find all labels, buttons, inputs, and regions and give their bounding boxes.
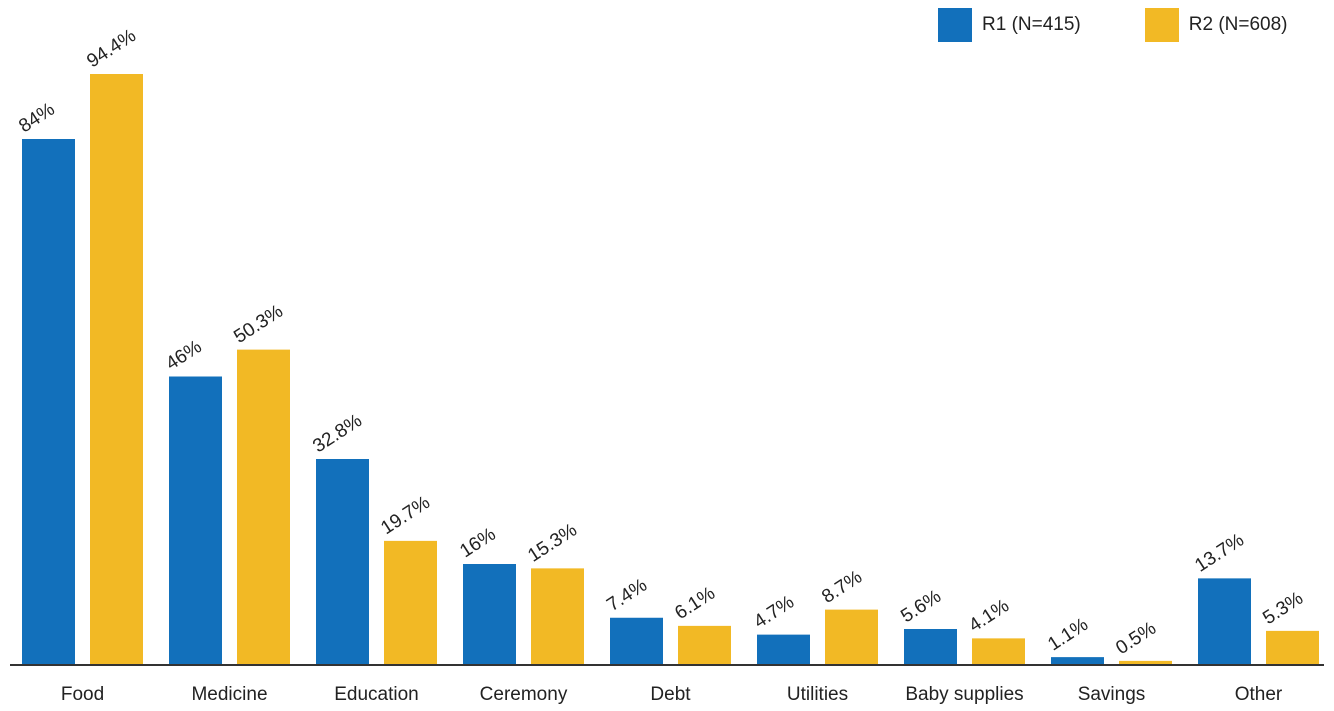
- bar-education-r1: [316, 459, 369, 664]
- data-label-food-r1: 84%: [15, 99, 58, 137]
- data-label-medicine-r1: 46%: [162, 336, 205, 374]
- data-label-savings-r1: 1.1%: [1044, 614, 1092, 655]
- bar-debt-r1: [610, 617, 663, 664]
- bar-other-r2: [1266, 630, 1319, 664]
- category-label-medicine: Medicine: [191, 684, 267, 705]
- data-label-medicine-r2: 50.3%: [230, 301, 287, 348]
- legend: R1 (N=415) R2 (N=608): [938, 8, 1288, 42]
- bar-education-r2: [384, 540, 437, 664]
- bar-ceremony-r1: [463, 564, 516, 664]
- bar-medicine-r1: [169, 376, 222, 664]
- category-label-savings: Savings: [1078, 684, 1146, 705]
- data-label-education-r2: 19.7%: [377, 492, 434, 539]
- bar-utilities-r2: [825, 609, 878, 664]
- legend-swatch-r1: [938, 8, 972, 42]
- bar-medicine-r2: [237, 349, 290, 664]
- data-label-other-r1: 13.7%: [1191, 530, 1248, 577]
- category-label-baby-supplies: Baby supplies: [905, 684, 1023, 705]
- bar-ceremony-r2: [531, 568, 584, 664]
- data-label-utilities-r2: 8.7%: [818, 567, 866, 608]
- bar-baby-supplies-r1: [904, 629, 957, 664]
- bar-food-r2: [90, 74, 143, 664]
- bar-food-r1: [22, 139, 75, 664]
- legend-label-r1: R1 (N=415): [982, 14, 1081, 35]
- data-label-debt-r1: 7.4%: [603, 575, 651, 616]
- category-label-utilities: Utilities: [787, 684, 848, 705]
- bar-other-r1: [1198, 578, 1251, 664]
- data-label-baby-supplies-r2: 4.1%: [965, 595, 1013, 636]
- bar-utilities-r1: [757, 634, 810, 664]
- legend-swatch-r2: [1144, 8, 1179, 42]
- bar-debt-r2: [678, 625, 731, 664]
- data-label-utilities-r1: 4.7%: [750, 592, 798, 633]
- category-label-debt: Debt: [650, 684, 691, 705]
- bar-baby-supplies-r2: [972, 638, 1025, 664]
- category-label-food: Food: [61, 684, 104, 705]
- bar-savings-r1: [1051, 657, 1104, 664]
- data-label-ceremony-r1: 16%: [456, 524, 499, 562]
- bar-savings-r2: [1119, 660, 1172, 664]
- data-label-food-r2: 94.4%: [83, 25, 140, 72]
- category-label-education: Education: [334, 684, 419, 705]
- legend-item-r2: R2 (N=608): [1144, 8, 1288, 42]
- category-label-other: Other: [1235, 684, 1283, 705]
- data-label-ceremony-r2: 15.3%: [524, 520, 581, 567]
- data-label-education-r1: 32.8%: [309, 410, 366, 457]
- legend-item-r1: R1 (N=415): [938, 8, 1081, 42]
- legend-label-r2: R2 (N=608): [1188, 14, 1288, 35]
- data-label-savings-r2: 0.5%: [1112, 618, 1160, 659]
- category-label-ceremony: Ceremony: [480, 684, 568, 705]
- data-label-other-r2: 5.3%: [1259, 588, 1307, 629]
- data-label-debt-r2: 6.1%: [671, 583, 719, 624]
- data-label-baby-supplies-r1: 5.6%: [897, 586, 945, 627]
